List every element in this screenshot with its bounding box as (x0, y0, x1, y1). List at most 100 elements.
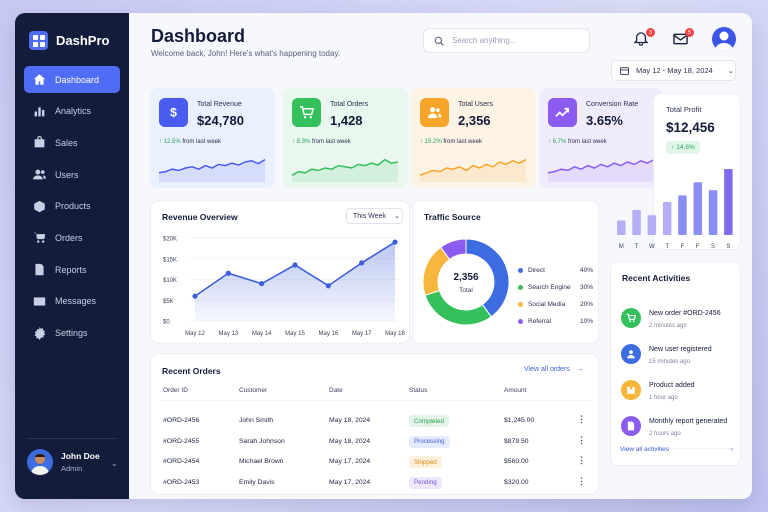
profit-day-label: F (696, 244, 700, 250)
activity-item[interactable]: New order #ORD-2456 2 minutes ago (621, 308, 739, 336)
view-all-activities-link[interactable]: View all activities › (620, 446, 733, 453)
column-header: Amount (504, 387, 527, 394)
sidebar-item-orders[interactable]: Orders (24, 224, 120, 251)
date-range-picker[interactable]: May 12 - May 18, 2024 ⌄ (611, 60, 736, 81)
more-options-icon[interactable]: ⋮ (577, 475, 586, 486)
activity-time: 2 minutes ago (649, 323, 687, 329)
stat-label: Total Orders (330, 101, 369, 108)
activity-title: New order #ORD-2456 (649, 310, 721, 317)
table-row[interactable]: #ORD-2453 Emily Davis May 17, 2024 Pending $… (151, 473, 599, 493)
legend-label: Social Media (528, 300, 566, 308)
revenue-line-chart: $20K $15K $10K $5K $0 May 12 May 13 May 14 May 1… (163, 237, 405, 338)
sparkline (547, 158, 655, 182)
sidebar-item-sales[interactable]: Sales (24, 129, 120, 156)
sidebar-nav: Dashboard Analytics Sales Users Products… (24, 66, 120, 351)
table-row[interactable]: #ORD-2456 John Smith May 18, 2024 Completed… (151, 411, 599, 431)
order-amount: $879.50 (504, 437, 529, 445)
more-options-icon[interactable]: ⋮ (577, 414, 586, 424)
view-all-activities-label: View all activities (620, 446, 670, 453)
stat-card: Total Users 2,356 ↑ 15.2% from last week (411, 88, 536, 188)
order-date: May 18, 2024 (329, 417, 371, 424)
range-select[interactable]: This Week ⌄ (346, 208, 403, 224)
legend-item: Search Engine 30% (518, 282, 593, 292)
profile-avatar[interactable] (712, 27, 736, 51)
sparkline-line (291, 158, 399, 176)
arrow-right-icon: → (576, 366, 584, 373)
view-all-orders-link[interactable]: View all orders → (524, 366, 584, 373)
sidebar-item-reports[interactable]: Reports (24, 256, 120, 283)
activity-item[interactable]: New user registered 15 minutes ago (621, 344, 739, 372)
sidebar-item-label: Orders (55, 232, 83, 243)
stat-label: Total Users (458, 101, 494, 108)
user-menu[interactable]: John Doe Admin (27, 449, 100, 475)
legend-item: Social Media 20% (518, 299, 593, 309)
donut-slice[interactable] (424, 290, 492, 326)
trend-icon (548, 98, 577, 127)
data-point[interactable] (292, 262, 298, 268)
messages-badge: 5 (685, 28, 694, 37)
profit-day-label: S (726, 244, 730, 250)
activity-item[interactable]: Product added 1 hour ago (621, 380, 739, 408)
legend-dot (518, 318, 523, 324)
sparkline-line (419, 158, 527, 176)
data-point[interactable] (325, 283, 331, 289)
brand-logo[interactable]: DashPro (29, 31, 109, 50)
more-options-icon[interactable]: ⋮ (577, 434, 586, 445)
data-point[interactable] (192, 293, 198, 299)
messages-button[interactable]: 5 (673, 28, 694, 48)
profit-day-label: S (711, 244, 715, 250)
revenue-area (195, 242, 395, 321)
x-tick-label: May 14 (252, 331, 272, 337)
activity-title: New user registered (649, 346, 712, 353)
sidebar-item-analytics[interactable]: Analytics (24, 98, 120, 125)
donut-slice[interactable] (440, 238, 467, 261)
stat-change: ↑ 8.3% from last week (292, 139, 351, 145)
column-header: Date (329, 387, 343, 394)
legend-label: Referral (528, 317, 552, 325)
search-icon (434, 36, 444, 46)
page-subtitle: Welcome back, John! Here's what's happen… (151, 49, 341, 58)
user-icon (621, 344, 641, 364)
users-icon (33, 169, 46, 180)
y-tick-label: $0 (163, 320, 170, 326)
legend-percent: 10% (579, 317, 593, 325)
data-point[interactable] (359, 260, 365, 266)
data-point[interactable] (225, 270, 231, 276)
status-badge: Processing (409, 435, 450, 448)
table-row[interactable]: #ORD-2455 Sarah Johnson May 18, 2024 Proces… (151, 432, 599, 452)
traffic-total: 2,356 (453, 272, 479, 283)
customer-name: Michael Brown (239, 458, 284, 465)
legend-label: Search Engine (528, 283, 571, 291)
stat-card: $ Total Revenue $24,780 ↑ 12.5% from last w… (150, 88, 275, 188)
sidebar-item-settings[interactable]: Settings (24, 320, 120, 347)
activity-time: 15 minutes ago (649, 359, 691, 365)
change-suffix: from last week (441, 139, 483, 145)
data-point[interactable] (392, 239, 398, 245)
range-select-label: This Week (353, 212, 386, 220)
change-suffix: from last week (310, 139, 351, 145)
sidebar-item-messages[interactable]: Messages (24, 288, 120, 315)
sidebar-item-products[interactable]: Products (24, 193, 120, 220)
search-bar[interactable] (423, 28, 590, 53)
chevron-down-icon[interactable]: ⌄ (111, 459, 118, 468)
table-row[interactable]: #ORD-2454 Michael Brown May 17, 2024 Shippe… (151, 452, 599, 472)
users-icon (420, 98, 449, 127)
order-id: #ORD-2455 (163, 437, 200, 445)
activity-time: 1 hour ago (649, 395, 678, 401)
notifications-button[interactable]: 3 (633, 28, 655, 48)
more-options-icon[interactable]: ⋮ (577, 455, 586, 465)
activity-item[interactable]: Monthly report generated 2 hours ago (621, 416, 739, 444)
table-header-divider (161, 400, 591, 401)
data-point[interactable] (259, 281, 265, 287)
profit-bar (647, 215, 657, 235)
activities-divider (621, 448, 731, 449)
recent-activities-card: Recent Activities New order #ORD-2456 2 m… (610, 261, 741, 466)
app-window: DashPro Dashboard Analytics Sales Users … (15, 13, 752, 499)
sidebar-divider (27, 438, 117, 439)
sidebar-item-label: Users (55, 169, 79, 180)
sidebar-item-dashboard[interactable]: Dashboard (24, 66, 120, 93)
profit-change-badge: ↑ 14.6% (666, 141, 700, 154)
traffic-source-title: Traffic Source (424, 212, 481, 222)
sidebar-item-users[interactable]: Users (24, 161, 120, 188)
search-input[interactable] (452, 36, 582, 45)
